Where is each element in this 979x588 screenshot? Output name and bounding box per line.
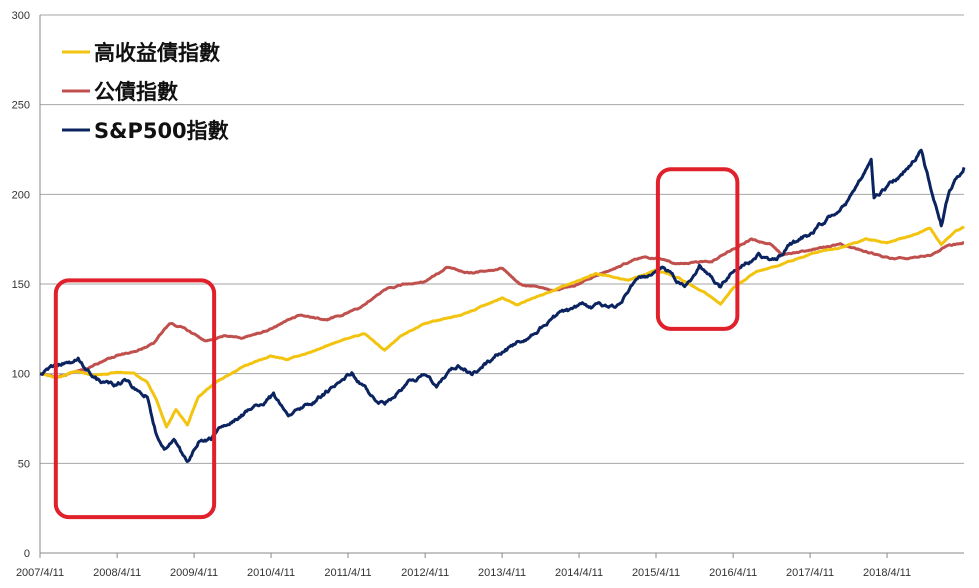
x-tick-label: 2011/4/11 — [324, 567, 371, 579]
y-tick-label: 50 — [18, 458, 30, 470]
y-axis-ticks: 0 50 100 150 200 250 300 — [12, 10, 30, 560]
x-tick-label: 2012/4/11 — [401, 567, 449, 579]
series-line-0 — [39, 225, 966, 429]
x-tick-label: 2009/4/11 — [170, 567, 218, 579]
x-tick-label: 2008/4/11 — [93, 567, 141, 579]
series-line-1 — [39, 237, 965, 379]
x-tick-label: 2018/4/11 — [863, 567, 911, 579]
y-tick-label: 250 — [12, 100, 30, 112]
annotation-boxes — [53, 167, 740, 520]
series-lines — [39, 148, 966, 463]
x-tick-label: 2007/4/11 — [16, 567, 64, 579]
y-tick-label: 200 — [12, 189, 30, 201]
series-line-2 — [39, 148, 966, 463]
x-tick-label: 2017/4/11 — [786, 567, 834, 579]
x-axis-ticks: 2007/4/11 2008/4/11 2009/4/11 2010/4/11 2011… — [16, 553, 911, 579]
x-tick-label: 2015/4/11 — [632, 567, 680, 579]
gridlines — [40, 14, 964, 464]
highlight-box-1 — [655, 167, 740, 331]
legend-label: S&P500指數 — [94, 119, 229, 143]
x-tick-label: 2016/4/11 — [709, 567, 757, 579]
y-tick-label: 100 — [12, 369, 30, 381]
x-tick-label: 2010/4/11 — [247, 567, 295, 579]
y-tick-label: 150 — [12, 279, 30, 291]
highlight-box-0 — [53, 278, 217, 520]
x-tick-label: 2013/4/11 — [478, 567, 526, 579]
legend-label: 高收益債指數 — [94, 41, 220, 65]
x-tick-label: 2014/4/11 — [555, 567, 603, 579]
y-tick-label: 0 — [24, 548, 30, 560]
legend-label: 公債指數 — [94, 80, 178, 104]
y-tick-label: 300 — [12, 10, 30, 22]
